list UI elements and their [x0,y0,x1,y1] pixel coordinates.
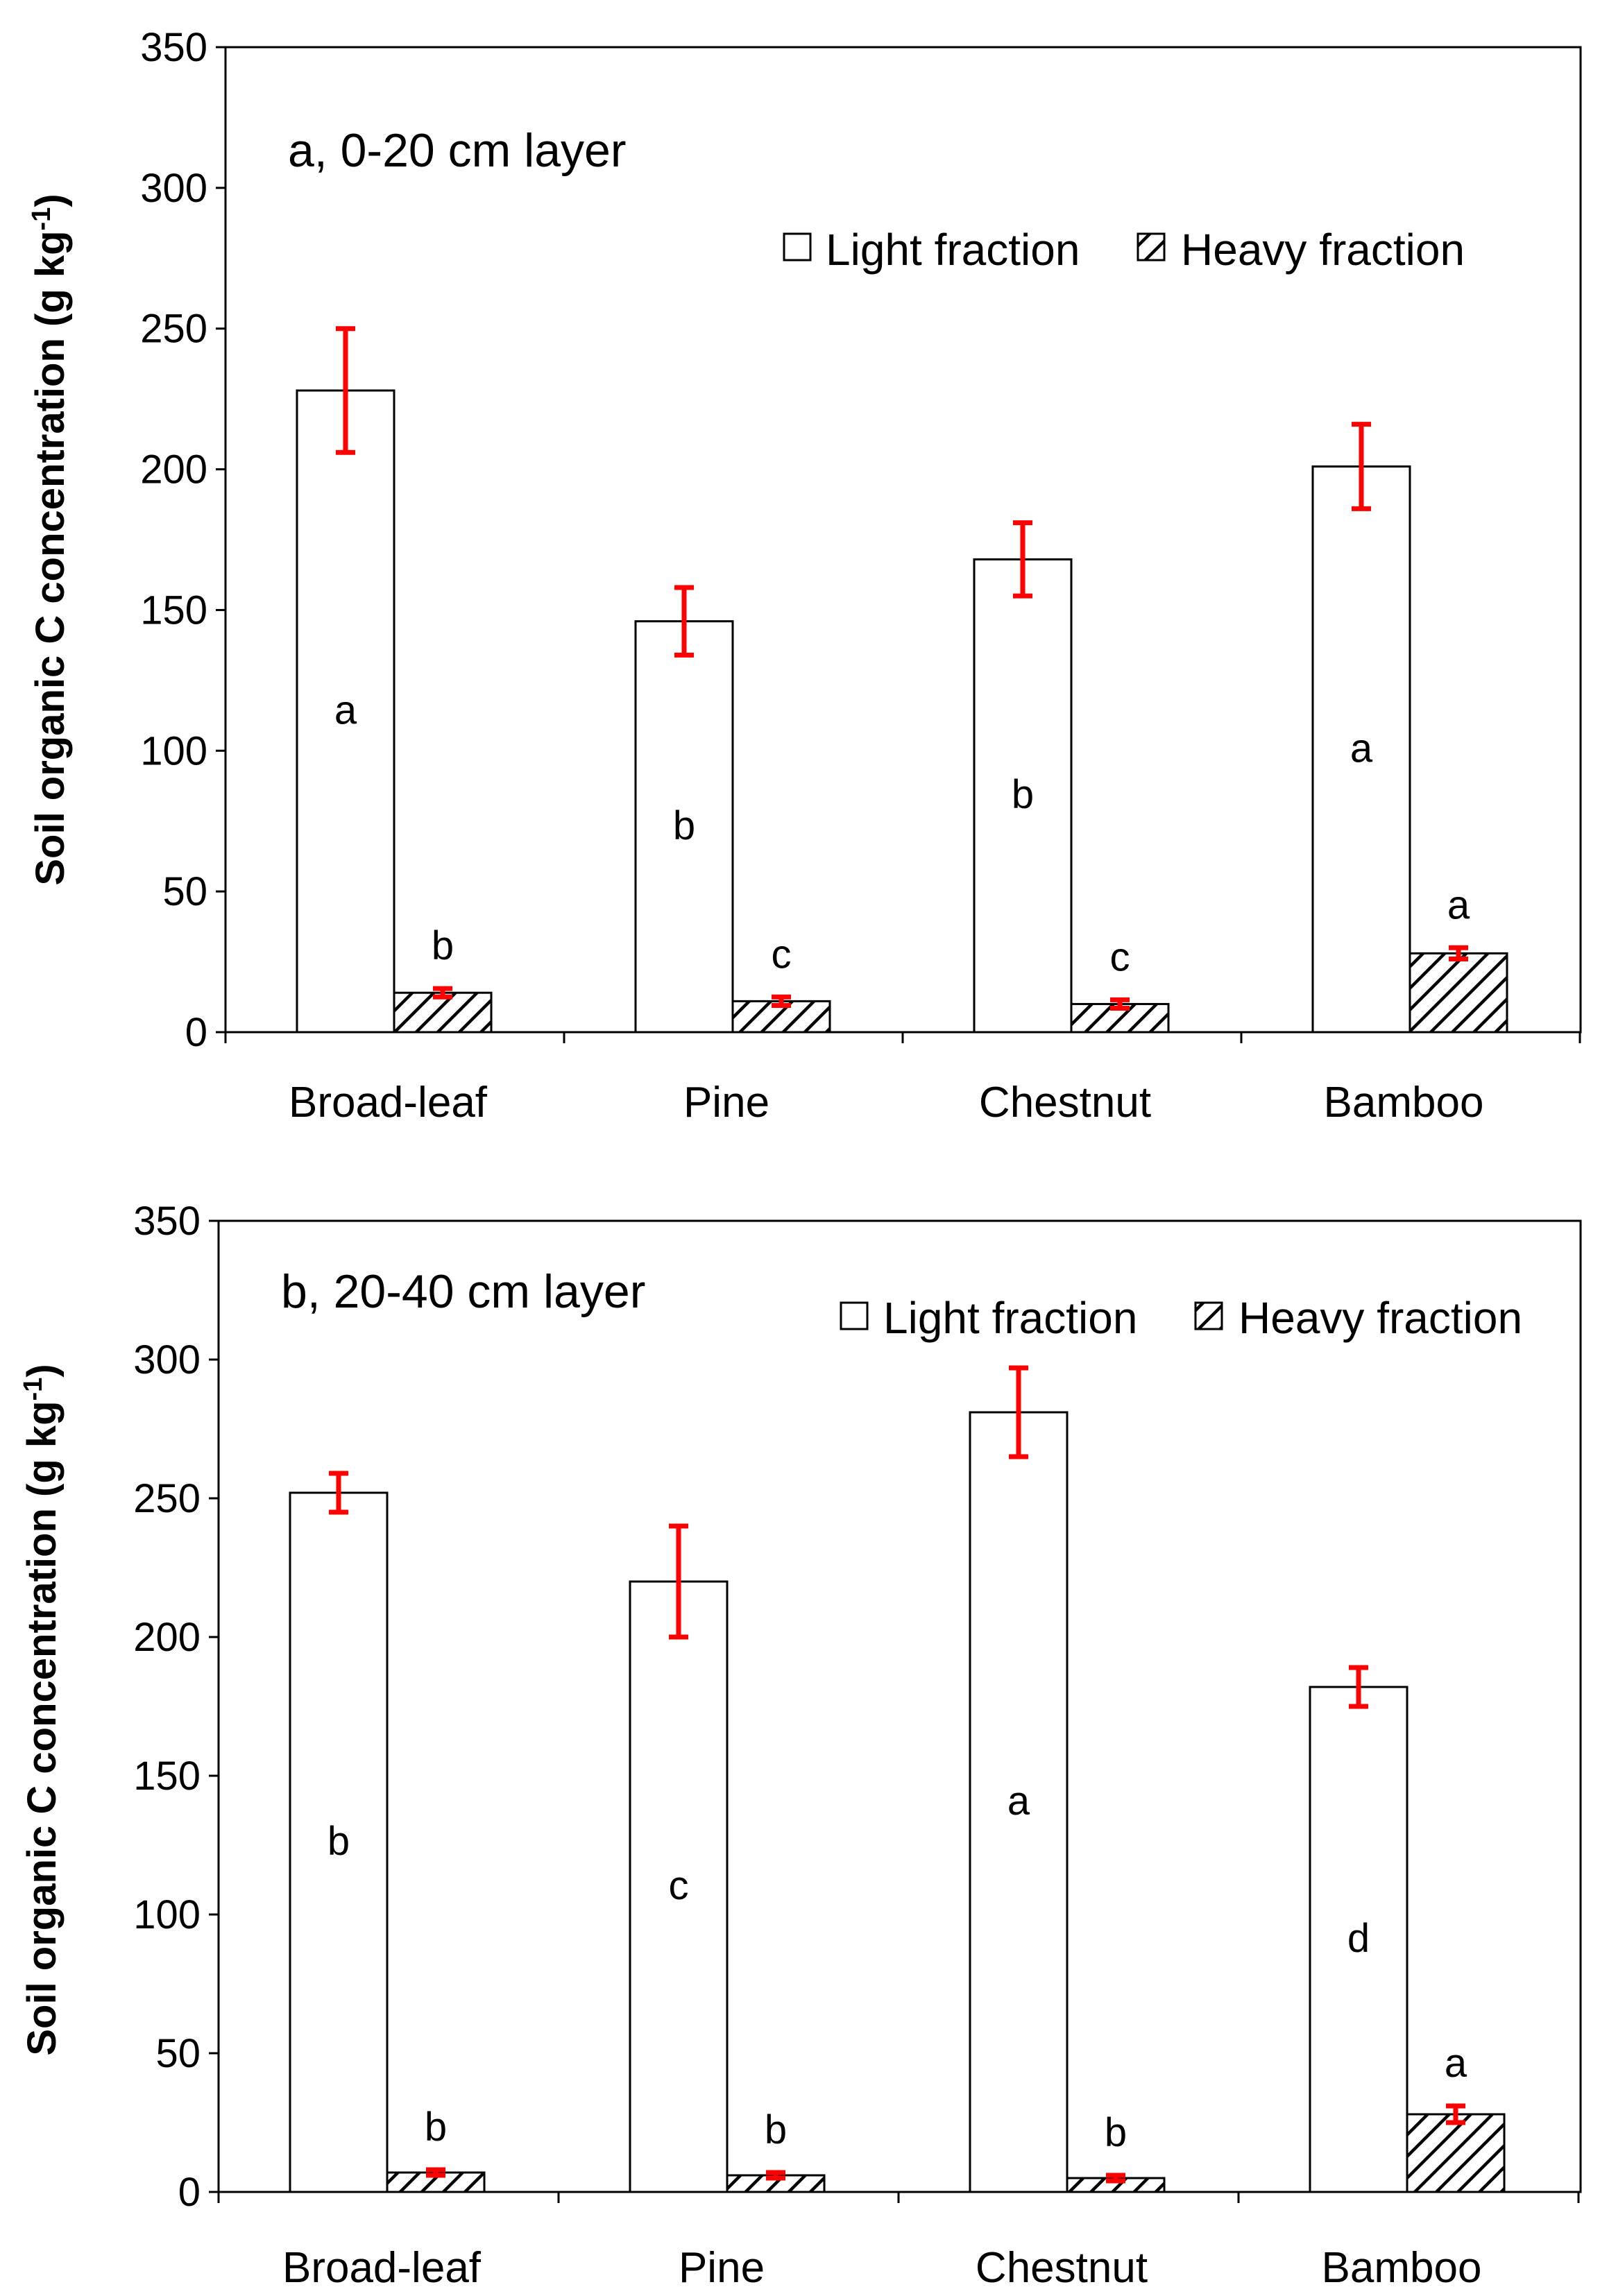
bar-heavy-fraction [1408,952,1508,1034]
bar-light-fraction [296,389,395,1034]
error-bar [329,1471,348,1515]
chart-a-title: a, 0-20 cm layer [288,124,627,177]
y-tick-label: 100 [140,728,207,773]
x-category-label: Broad-leaf [289,1079,488,1126]
error-bar [1349,1665,1368,1709]
y-tick-label: 0 [178,2170,201,2215]
x-category-label: Chestnut [979,1079,1151,1126]
bar-light-fraction [973,558,1073,1034]
y-tick-label: 300 [140,166,207,211]
error-bar [1013,520,1032,599]
bar-heavy-fraction [1406,2113,1506,2193]
error-bar [1446,2103,1465,2125]
error-bar [1449,945,1468,962]
legend-heavy-label: Heavy fraction [1181,225,1465,275]
legend-light-label: Light fraction [826,225,1080,275]
significance-letter: c [669,1863,689,1908]
significance-letter: c [772,932,792,977]
y-tick-label: 350 [133,1199,201,1244]
significance-letter: a [1350,726,1373,771]
y-tick-label: 200 [140,447,207,492]
error-bar [433,986,452,1000]
significance-letter: b [1105,2110,1127,2155]
chart-b-y-axis: 0 50 100 150 200 250 300 350 [133,1199,219,2215]
chart-a-y-axis: 0 50 100 150 200 250 300 350 [140,25,225,1055]
error-bar [426,2167,445,2178]
bar-light-fraction [1309,1686,1408,2193]
bar-light-fraction [629,1580,729,2193]
x-category-label: Bamboo [1322,2244,1482,2292]
error-bar [1110,997,1130,1011]
significance-letter: b [425,2105,447,2150]
significance-letter: b [327,1819,350,1864]
x-category-label: Broad-leaf [282,2244,482,2292]
significance-letter: a [1445,2041,1467,2086]
chart-b: 0 50 100 150 200 250 300 350 Broad-leaf b b Pine c b… [19,1199,1582,2292]
significance-letter: a [1447,882,1470,927]
legend-light-swatch [840,1301,869,1330]
chart-b-bars: Broad-leaf b b Pine c b Chestnut a b Bamboo d a [217,1365,1580,2292]
significance-letter: b [1012,772,1034,817]
legend-heavy-label: Heavy fraction [1239,1293,1522,1343]
x-category-label: Pine [683,1079,769,1126]
chart-a-y-axis-label: Soil organic C concentration (g kg-1) [27,194,73,885]
y-tick-label: 50 [155,2031,201,2076]
error-bar [1009,1365,1028,1459]
y-tick-label: 150 [140,588,207,633]
chart-a: 0 50 100 150 200 250 300 350 Broad-leaf a b Pine b c… [27,25,1582,1126]
legend-light-swatch [783,232,812,262]
significance-letter: b [765,2107,787,2152]
error-bar [336,326,355,455]
error-bar [1352,422,1371,511]
bar-light-fraction [969,1411,1069,2193]
chart-b-legend: Light fraction Heavy fraction [840,1293,1522,1343]
error-bar [772,994,791,1008]
chart-a-legend: Light fraction Heavy fraction [783,225,1465,275]
y-tick-label: 0 [185,1010,207,1055]
significance-letter: c [1110,934,1130,979]
x-category-label: Pine [679,2244,765,2292]
legend-heavy-swatch [1194,1301,1223,1330]
error-bar [1106,2173,1125,2184]
bar-light-fraction [634,620,734,1034]
y-tick-label: 250 [133,1476,201,1521]
significance-letter: a [1007,1779,1030,1824]
y-tick-label: 200 [133,1615,201,1660]
y-tick-label: 350 [140,25,207,70]
y-tick-label: 300 [133,1337,201,1382]
legend-light-label: Light fraction [883,1293,1137,1343]
error-bar [674,585,694,658]
x-category-label: Bamboo [1324,1079,1484,1126]
y-tick-label: 250 [140,307,207,352]
bar-light-fraction [289,1491,389,2193]
chart-b-y-axis-label: Soil organic C concentration (g kg-1) [19,1364,65,2055]
chart-a-bars: Broad-leaf a b Pine b c Chestnut b c Bamboo a a [224,326,1581,1126]
significance-letter: a [334,687,357,733]
bar-light-fraction [1311,465,1411,1034]
significance-letter: b [673,803,695,848]
x-category-label: Chestnut [976,2244,1148,2292]
significance-letter: d [1347,1916,1370,1961]
y-tick-label: 50 [162,869,207,914]
error-bar [669,1523,688,1640]
chart-b-title: b, 20-40 cm layer [281,1265,645,1318]
error-bar [766,2170,785,2181]
y-tick-label: 100 [133,1892,201,1937]
y-tick-label: 150 [133,1754,201,1799]
legend-heavy-swatch [1137,232,1166,262]
significance-letter: b [432,923,454,968]
